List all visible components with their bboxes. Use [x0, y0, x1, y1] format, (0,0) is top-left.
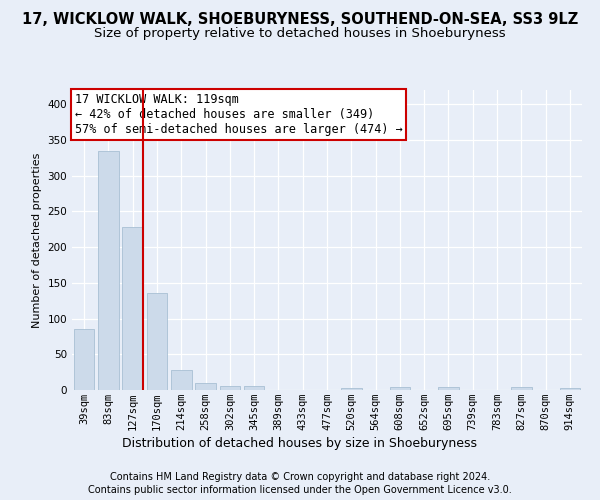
Bar	[389, 387, 410, 390]
Bar	[146, 293, 167, 390]
Bar	[74, 330, 94, 390]
Bar	[98, 152, 119, 390]
Bar	[341, 388, 362, 390]
Text: Contains HM Land Registry data © Crown copyright and database right 2024.: Contains HM Land Registry data © Crown c…	[110, 472, 490, 482]
Bar	[244, 386, 265, 390]
Bar	[220, 386, 240, 390]
Text: Size of property relative to detached houses in Shoeburyness: Size of property relative to detached ho…	[94, 28, 506, 40]
Text: Contains public sector information licensed under the Open Government Licence v3: Contains public sector information licen…	[88, 485, 512, 495]
Bar	[122, 227, 143, 390]
Bar	[195, 383, 216, 390]
Bar	[438, 387, 459, 390]
Bar	[560, 388, 580, 390]
Text: Distribution of detached houses by size in Shoeburyness: Distribution of detached houses by size …	[122, 438, 478, 450]
Text: 17 WICKLOW WALK: 119sqm
← 42% of detached houses are smaller (349)
57% of semi-d: 17 WICKLOW WALK: 119sqm ← 42% of detache…	[74, 93, 403, 136]
Bar	[511, 387, 532, 390]
Y-axis label: Number of detached properties: Number of detached properties	[32, 152, 42, 328]
Bar	[171, 370, 191, 390]
Text: 17, WICKLOW WALK, SHOEBURYNESS, SOUTHEND-ON-SEA, SS3 9LZ: 17, WICKLOW WALK, SHOEBURYNESS, SOUTHEND…	[22, 12, 578, 28]
